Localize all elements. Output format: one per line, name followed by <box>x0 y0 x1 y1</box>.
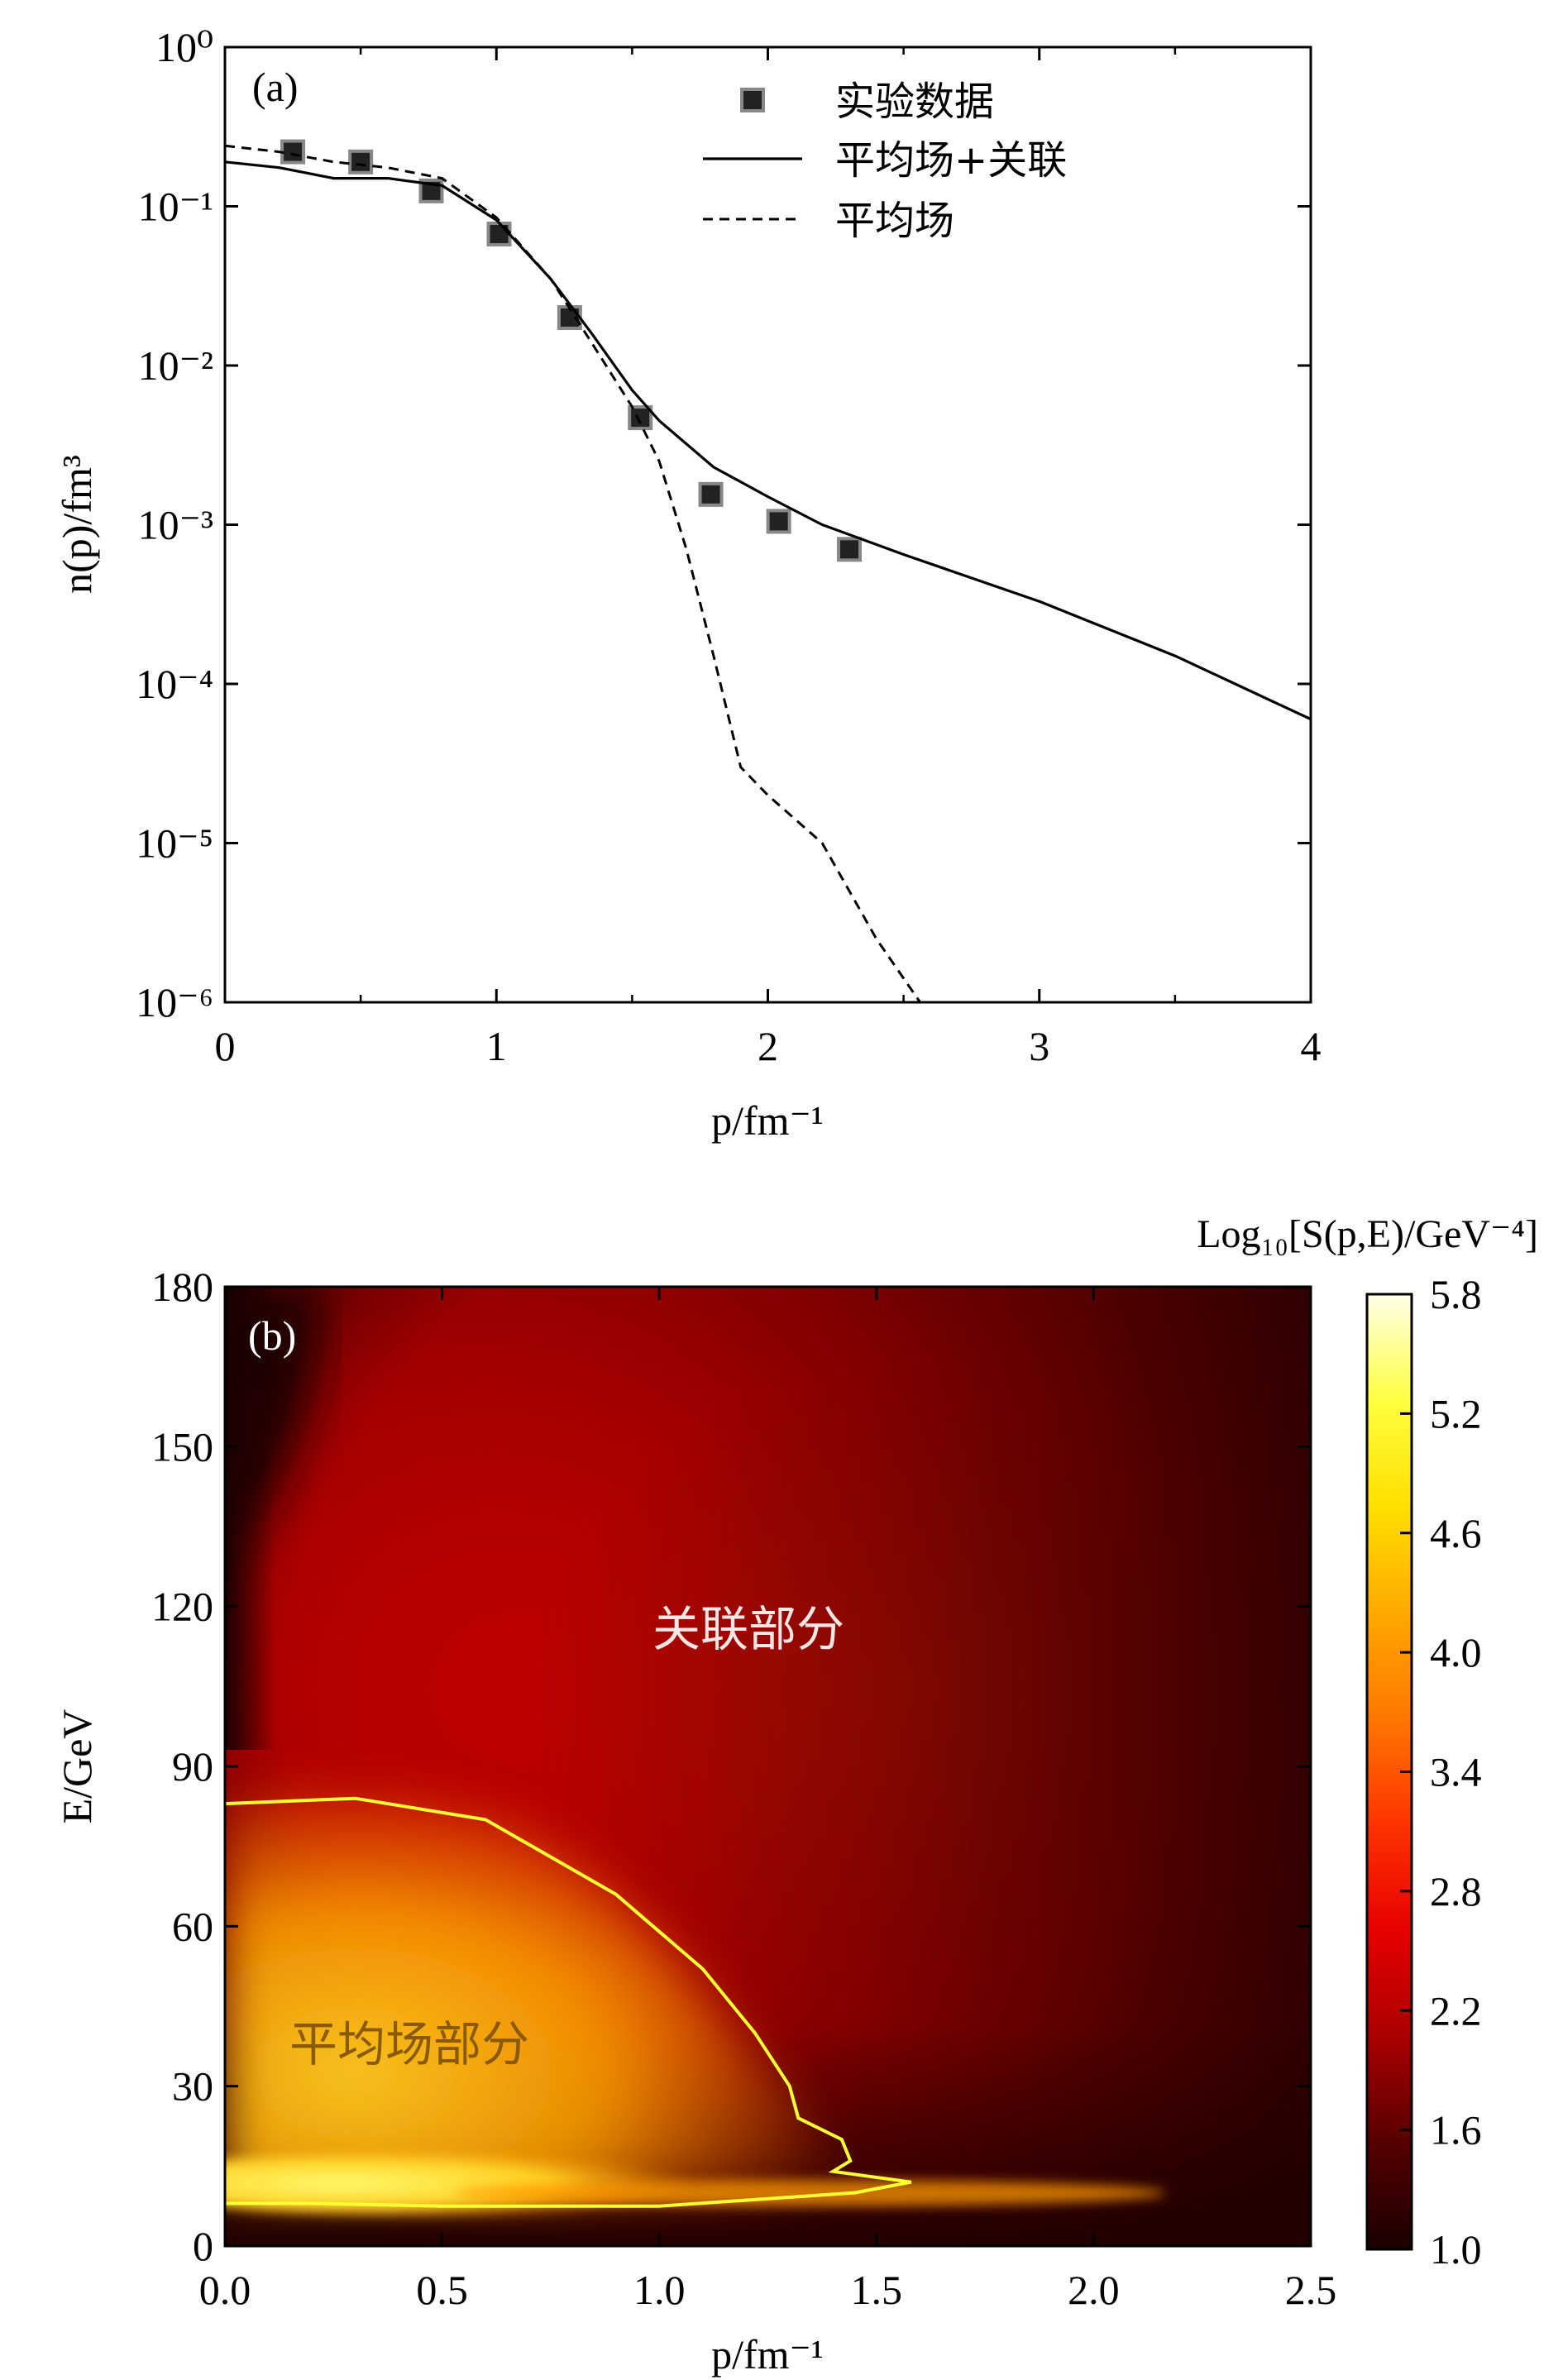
legend-label-solid: 平均场+关联 <box>835 137 1067 184</box>
data-point <box>628 405 653 431</box>
panel-a-label: (a) <box>252 64 299 110</box>
x-tick-label: 0 <box>215 1023 236 1069</box>
x-tick-label: 0.0 <box>199 2267 251 2313</box>
y-tick-label: 150 <box>151 1423 213 1470</box>
panel-a-ylabel: n(p)/fm³ <box>54 455 100 594</box>
data-point <box>766 509 791 534</box>
data-point <box>280 139 306 165</box>
colorbar-tick-label: 5.8 <box>1430 1271 1482 1317</box>
heatmap-band-tail <box>455 2180 1166 2206</box>
series-line-solid <box>225 160 1311 721</box>
x-tick-label: 2.5 <box>1285 2267 1337 2313</box>
data-point <box>348 149 374 174</box>
y-tick-label: 10⁻¹ <box>138 184 213 230</box>
data-point <box>836 537 862 562</box>
y-tick-label: 0 <box>193 2223 213 2269</box>
y-tick-label: 10⁰ <box>155 24 213 70</box>
y-tick-label: 10⁻⁵ <box>136 820 213 867</box>
colorbar-tick-label: 4.6 <box>1430 1510 1482 1556</box>
x-tick-label: 1.5 <box>851 2267 903 2313</box>
colorbar-tick-label: 2.2 <box>1430 1987 1482 2034</box>
y-tick-label: 10⁻⁶ <box>136 979 213 1025</box>
panel-a-legend: 实验数据 平均场+关联 平均场 <box>703 79 1067 244</box>
panel-a-xlabel: p/fm⁻¹ <box>711 1097 824 1144</box>
y-tick-label: 60 <box>172 1903 213 1949</box>
colorbar-tick-label: 4.0 <box>1430 1629 1482 1675</box>
heatmap-mean-field-glow <box>225 1791 868 2191</box>
annotation-mean-field: 平均场部分 <box>289 2016 529 2072</box>
y-tick-label: 90 <box>172 1743 213 1790</box>
panel-b: 0.0 0.5 1.0 1.5 2.0 2.5 0 30 60 90 120 150 180 (b) 关… <box>54 1212 1538 2378</box>
panel-b-axes: 0.0 0.5 1.0 1.5 2.0 2.5 0 30 60 90 120 150 180 <box>151 1264 1336 2313</box>
heatmap <box>225 1287 1311 2246</box>
colorbar-tick-label: 2.8 <box>1430 1868 1482 1914</box>
legend-label-dashed: 平均场 <box>835 198 954 244</box>
y-tick-label: 30 <box>172 2063 213 2110</box>
x-tick-label: 3 <box>1029 1023 1049 1069</box>
panel-b-label: (b) <box>248 1312 296 1359</box>
y-tick-label: 180 <box>151 1264 213 1310</box>
panel-a: 0 1 2 3 4 10⁰ 10⁻¹ 10⁻² 10⁻³ 10⁻⁴ 10⁻⁵ 10⁻⁶ (a) 实验数… <box>54 24 1322 1144</box>
panel-a-plot-area <box>225 139 1311 1002</box>
colorbar-ticks: 1.0 1.6 2.2 2.8 3.4 4.0 4.6 5.2 5.8 <box>1400 1271 1482 2272</box>
colorbar: Log₁₀[S(p,E)/GeV⁻⁴] 1.0 1.6 2.2 2.8 3.4 4.0 4.… <box>1197 1212 1538 2272</box>
y-tick-label: 10⁻³ <box>138 502 213 548</box>
colorbar-tick-label: 5.2 <box>1430 1390 1482 1436</box>
x-tick-label: 2 <box>758 1023 778 1069</box>
series-line-dashed <box>225 144 922 1002</box>
data-point <box>486 221 512 246</box>
y-tick-label: 10⁻⁴ <box>136 661 213 707</box>
colorbar-tick-label: 3.4 <box>1430 1749 1482 1795</box>
x-tick-label: 1 <box>486 1023 507 1069</box>
colorbar-title: Log₁₀[S(p,E)/GeV⁻⁴] <box>1197 1212 1538 1256</box>
y-tick-label: 120 <box>151 1584 213 1630</box>
y-tick-label: 10⁻² <box>138 342 213 389</box>
x-tick-label: 1.0 <box>633 2267 686 2313</box>
x-tick-label: 2.0 <box>1068 2267 1120 2313</box>
panel-b-xlabel: p/fm⁻¹ <box>711 2331 824 2378</box>
x-tick-label: 4 <box>1301 1023 1322 1069</box>
colorbar-tick-label: 1.0 <box>1430 2226 1482 2272</box>
legend-label-data: 实验数据 <box>835 79 994 125</box>
heatmap-left-shade <box>225 1287 275 1750</box>
panel-a-axes: 0 1 2 3 4 10⁰ 10⁻¹ 10⁻² 10⁻³ 10⁻⁴ 10⁻⁵ 10⁻⁶ <box>136 24 1321 1069</box>
annotation-correlated: 关联部分 <box>652 1601 844 1657</box>
data-point <box>698 481 724 507</box>
heatmap-contour <box>225 1796 912 2208</box>
panel-b-ylabel: E/GeV <box>54 1709 100 1824</box>
legend-marker-square <box>740 88 765 112</box>
x-tick-label: 0.5 <box>416 2267 468 2313</box>
colorbar-tick-label: 1.6 <box>1430 2107 1482 2153</box>
